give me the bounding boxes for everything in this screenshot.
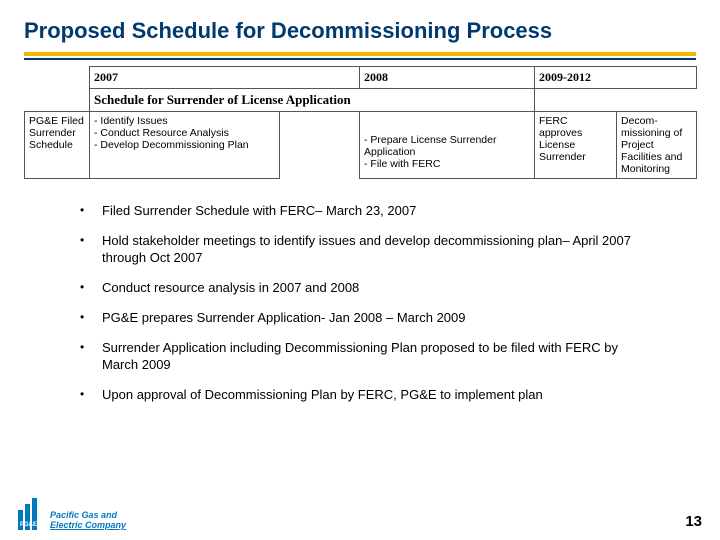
blank-cell [280,112,360,179]
bullet-item: PG&E prepares Surrender Application- Jan… [80,310,640,326]
blank-cell [535,89,617,112]
blank-cell [617,89,697,112]
schedule-table: 2007 2008 2009-2012 Schedule for Surrend… [24,66,697,179]
blank-cell [25,89,90,112]
section-header: Schedule for Surrender of License Applic… [90,89,535,112]
bullet-list: Filed Surrender Schedule with FERC– Marc… [80,203,640,403]
bullet-item: Filed Surrender Schedule with FERC– Marc… [80,203,640,219]
footer: PG&E Pacific Gas and Electric Company 13 [18,498,702,530]
cell-ferc: FERC approves License Surrender [535,112,617,179]
title-underline-accent [24,52,696,56]
logo-mark-text: PG&E [20,522,37,528]
bullet-item: Surrender Application including Decommis… [80,340,640,373]
cell-2007: - Identify Issues - Conduct Resource Ana… [90,112,280,179]
pge-logo-text: Pacific Gas and Electric Company [50,510,126,530]
logo-text-line2: Electric Company [50,520,126,530]
logo-text-line1: Pacific Gas and [50,510,126,520]
pge-logo: PG&E Pacific Gas and Electric Company [18,498,126,530]
bullet-item: Hold stakeholder meetings to identify is… [80,233,640,266]
year-2007: 2007 [90,67,360,89]
year-header-row: 2007 2008 2009-2012 [25,67,697,89]
pge-logo-mark: PG&E [18,498,44,530]
bullet-item: Upon approval of Decommissioning Plan by… [80,387,640,403]
schedule-detail-row: PG&E Filed Surrender Schedule - Identify… [25,112,697,179]
blank-cell [25,67,90,89]
title-underline-main [24,58,696,60]
cell-2008: - Prepare License Surrender Application … [360,112,535,179]
section-header-row: Schedule for Surrender of License Applic… [25,89,697,112]
cell-left: PG&E Filed Surrender Schedule [25,112,90,179]
page-title: Proposed Schedule for Decommissioning Pr… [0,0,720,52]
bullet-item: Conduct resource analysis in 2007 and 20… [80,280,640,296]
page-number: 13 [685,513,702,530]
year-2008: 2008 [360,67,535,89]
cell-decom: Decom-missioning of Project Facilities a… [617,112,697,179]
year-2009-2012: 2009-2012 [535,67,697,89]
